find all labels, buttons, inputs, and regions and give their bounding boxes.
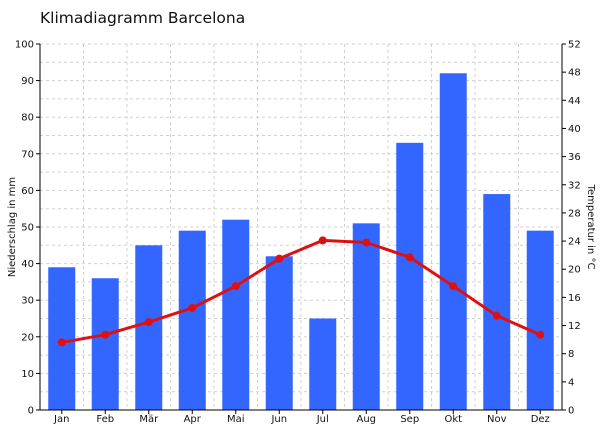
temperature-line bbox=[57, 236, 545, 347]
y-tick-label-right: 24 bbox=[568, 237, 581, 248]
y-tick-label-right: 36 bbox=[568, 152, 581, 163]
temperature-point bbox=[57, 338, 66, 347]
y-tick-label-right: 28 bbox=[568, 208, 581, 219]
temperature-point bbox=[536, 330, 545, 339]
y-tick-label-right: 32 bbox=[568, 180, 581, 191]
y-tick-label-right: 16 bbox=[568, 293, 581, 304]
x-tick-label: Mär bbox=[139, 414, 159, 425]
y-tick-label-left: 90 bbox=[21, 76, 34, 87]
temperature-point bbox=[188, 303, 197, 312]
precipitation-bar bbox=[265, 256, 293, 410]
y-tick-label-right: 48 bbox=[568, 68, 581, 79]
x-tick-label: Jun bbox=[270, 414, 287, 425]
x-tick-label: Jan bbox=[53, 414, 69, 425]
y-tick-label-right: 12 bbox=[568, 321, 581, 332]
y-tick-label-left: 40 bbox=[21, 259, 34, 270]
y-tick-label-left: 10 bbox=[21, 369, 34, 380]
x-tick-label: Okt bbox=[444, 414, 462, 425]
y-tick-label-left: 0 bbox=[28, 406, 34, 417]
y-tick-label-left: 30 bbox=[21, 296, 34, 307]
y-tick-label-right: 52 bbox=[568, 40, 581, 51]
x-tick-label: Dez bbox=[531, 414, 550, 425]
y-axis-title-left: Niederschlag in mm bbox=[7, 177, 18, 277]
temperature-point bbox=[101, 330, 110, 339]
y-tick-label-left: 80 bbox=[21, 113, 34, 124]
precipitation-bar bbox=[352, 223, 380, 410]
precipitation-bar bbox=[526, 230, 554, 410]
x-tick-label: Sep bbox=[400, 414, 419, 425]
temperature-point bbox=[449, 282, 458, 291]
precipitation-bar bbox=[91, 278, 119, 410]
x-tick-label: Mai bbox=[227, 414, 245, 425]
temperature-line-path bbox=[61, 238, 541, 344]
precipitation-bar bbox=[178, 230, 206, 410]
y-tick-label-right: 20 bbox=[568, 265, 581, 276]
y-tick-label-left: 20 bbox=[21, 332, 34, 343]
y-axis-title-right: Temperatur in °C bbox=[585, 184, 596, 270]
y-tick-label-left: 60 bbox=[21, 186, 34, 197]
y-tick-label-right: 4 bbox=[568, 377, 574, 388]
chart-title: Klimadiagramm Barcelona bbox=[40, 9, 246, 27]
precipitation-bar bbox=[483, 194, 511, 410]
y-tick-label-left: 70 bbox=[21, 149, 34, 160]
y-tick-label-right: 0 bbox=[568, 406, 574, 417]
temperature-point bbox=[492, 311, 501, 320]
x-tick-label: Jul bbox=[316, 414, 329, 425]
precipitation-bar bbox=[439, 73, 467, 410]
y-tick-label-left: 100 bbox=[15, 40, 34, 51]
temperature-point bbox=[318, 236, 327, 245]
grid-lines bbox=[40, 43, 562, 410]
temperature-point bbox=[144, 318, 153, 327]
precipitation-bar bbox=[222, 219, 250, 410]
y-tick-label-left: 50 bbox=[21, 223, 34, 234]
x-tick-label: Nov bbox=[487, 414, 507, 425]
temperature-point bbox=[231, 282, 240, 291]
x-tick-label: Aug bbox=[356, 414, 376, 425]
x-tick-label: Feb bbox=[96, 414, 114, 425]
axes bbox=[36, 43, 566, 414]
y-tick-label-right: 8 bbox=[568, 349, 574, 360]
x-tick-label: Apr bbox=[184, 414, 202, 425]
temperature-point bbox=[405, 253, 414, 262]
temperature-point bbox=[275, 254, 284, 263]
precipitation-bar bbox=[309, 318, 337, 410]
y-tick-label-right: 44 bbox=[568, 96, 581, 107]
y-tick-label-right: 40 bbox=[568, 124, 581, 135]
precipitation-bar bbox=[396, 142, 424, 410]
tick-labels: 0102030405060708090100048121620242832364… bbox=[7, 40, 596, 426]
temperature-point bbox=[362, 238, 371, 247]
precipitation-bar bbox=[135, 245, 163, 410]
